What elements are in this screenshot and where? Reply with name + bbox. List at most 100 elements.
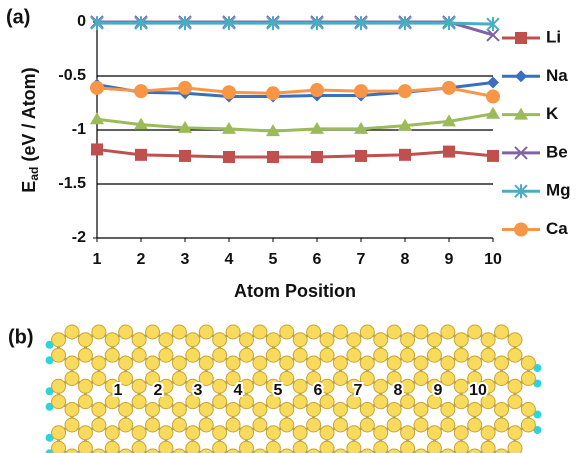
carbon-atom <box>105 333 119 347</box>
marker <box>514 223 528 237</box>
carbon-atom <box>454 333 468 347</box>
carbon-atom <box>146 449 160 453</box>
x-tick-label: 2 <box>137 251 146 268</box>
y-label-main: E <box>19 181 39 193</box>
y-tick-label: -0.5 <box>58 67 86 84</box>
carbon-atom <box>374 333 388 347</box>
carbon-atom <box>508 333 522 347</box>
carbon-atom <box>374 426 388 440</box>
carbon-atom <box>427 441 441 453</box>
carbon-atom <box>333 449 347 453</box>
carbon-atom <box>199 449 213 453</box>
carbon-atom <box>280 418 294 432</box>
carbon-atom <box>253 372 267 386</box>
legend-label: Li <box>546 27 561 46</box>
carbon-atom <box>253 325 267 339</box>
carbon-atom <box>414 356 428 370</box>
marker <box>267 151 279 163</box>
carbon-atom <box>172 403 186 417</box>
carbon-atom <box>119 449 133 453</box>
x-tick-label: 3 <box>181 251 190 268</box>
carbon-atom <box>132 379 146 393</box>
carbon-atom <box>347 333 361 347</box>
position-label: 10 <box>469 382 487 399</box>
marker <box>223 151 235 163</box>
carbon-atom <box>307 356 321 370</box>
carbon-atom <box>454 379 468 393</box>
carbon-atom <box>119 325 133 339</box>
carbon-atom <box>387 325 401 339</box>
legend-label: Be <box>546 142 568 161</box>
carbon-atom <box>401 426 415 440</box>
carbon-atom <box>253 403 267 417</box>
series <box>91 16 499 31</box>
carbon-atom <box>293 348 307 362</box>
carbon-atom <box>172 372 186 386</box>
carbon-atom <box>92 403 106 417</box>
marker <box>486 107 500 119</box>
y-axis-label: Ead(eV / Atom) <box>19 67 41 192</box>
marker <box>179 150 191 162</box>
marker <box>310 83 324 97</box>
carbon-atom <box>226 403 240 417</box>
carbon-atom <box>521 372 535 386</box>
series <box>91 143 499 163</box>
carbon-atom <box>320 333 334 347</box>
carbon-atom <box>159 426 173 440</box>
carbon-atom <box>186 333 200 347</box>
carbon-atom <box>387 418 401 432</box>
carbon-atom <box>186 426 200 440</box>
carbon-atom <box>481 441 495 453</box>
carbon-atom <box>441 403 455 417</box>
panel-label: (a) <box>6 6 30 28</box>
carbon-atom <box>92 356 106 370</box>
carbon-atom <box>78 379 92 393</box>
legend-label: Ca <box>546 219 568 238</box>
carbon-atom <box>495 372 509 386</box>
panel-label: (b) <box>8 326 34 348</box>
carbon-atom <box>521 403 535 417</box>
carbon-atom <box>226 325 240 339</box>
carbon-atom <box>266 441 280 453</box>
marker <box>487 76 499 88</box>
carbon-atom <box>427 333 441 347</box>
marker <box>311 151 323 163</box>
carbon-atom <box>280 403 294 417</box>
carbon-atom <box>508 379 522 393</box>
carbon-atom <box>333 403 347 417</box>
carbon-atom <box>226 356 240 370</box>
position-label: 9 <box>434 382 443 399</box>
carbon-atom <box>119 403 133 417</box>
carbon-atom <box>65 372 79 386</box>
carbon-atom <box>414 325 428 339</box>
carbon-atom <box>307 418 321 432</box>
carbon-atom <box>52 441 66 453</box>
carbon-atom <box>172 449 186 453</box>
y-tick-label: 0 <box>77 13 86 30</box>
carbon-atom <box>360 356 374 370</box>
x-tick-label: 7 <box>357 251 366 268</box>
marker <box>91 143 103 155</box>
carbon-atom <box>333 356 347 370</box>
carbon-atom <box>92 449 106 453</box>
carbon-atom <box>441 418 455 432</box>
carbon-atom <box>495 418 509 432</box>
marker <box>355 150 367 162</box>
legend-entry: Na <box>502 66 568 85</box>
carbon-atom <box>65 418 79 432</box>
carbon-atom <box>441 372 455 386</box>
carbon-atom <box>65 403 79 417</box>
carbon-atom <box>240 441 254 453</box>
carbon-atom <box>401 395 415 409</box>
marker <box>398 84 412 98</box>
carbon-atom <box>240 348 254 362</box>
carbon-atom <box>401 348 415 362</box>
figure: (a) Atom Position Ead(eV / Atom) (b) 0-0… <box>0 0 587 453</box>
carbon-atom <box>360 403 374 417</box>
carbon-atom <box>280 356 294 370</box>
carbon-atom <box>414 418 428 432</box>
carbon-atom <box>521 418 535 432</box>
carbon-atom <box>52 348 66 362</box>
carbon-atom <box>293 379 307 393</box>
legend-entry: Li <box>502 27 561 46</box>
